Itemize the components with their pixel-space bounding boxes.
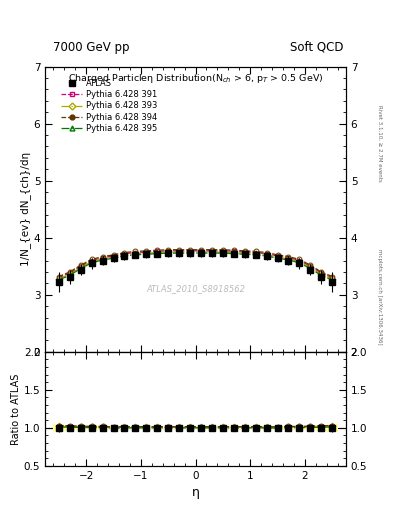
Text: Soft QCD: Soft QCD <box>290 41 344 54</box>
X-axis label: η: η <box>191 486 200 499</box>
Y-axis label: 1/N_{ev} dN_{ch}/dη: 1/N_{ev} dN_{ch}/dη <box>20 152 31 266</box>
Text: Rivet 3.1.10, ≥ 2.7M events: Rivet 3.1.10, ≥ 2.7M events <box>377 105 382 182</box>
Y-axis label: Ratio to ATLAS: Ratio to ATLAS <box>11 373 21 444</box>
Text: 7000 GeV pp: 7000 GeV pp <box>53 41 130 54</box>
Text: mcplots.cern.ch [arXiv:1306.3436]: mcplots.cern.ch [arXiv:1306.3436] <box>377 249 382 345</box>
Text: Charged Particleη Distribution(N$_{ch}$ > 6, p$_T$ > 0.5 GeV): Charged Particleη Distribution(N$_{ch}$ … <box>68 72 323 86</box>
Text: ATLAS_2010_S8918562: ATLAS_2010_S8918562 <box>146 285 245 293</box>
Legend: ATLAS, Pythia 6.428 391, Pythia 6.428 393, Pythia 6.428 394, Pythia 6.428 395: ATLAS, Pythia 6.428 391, Pythia 6.428 39… <box>61 79 157 133</box>
